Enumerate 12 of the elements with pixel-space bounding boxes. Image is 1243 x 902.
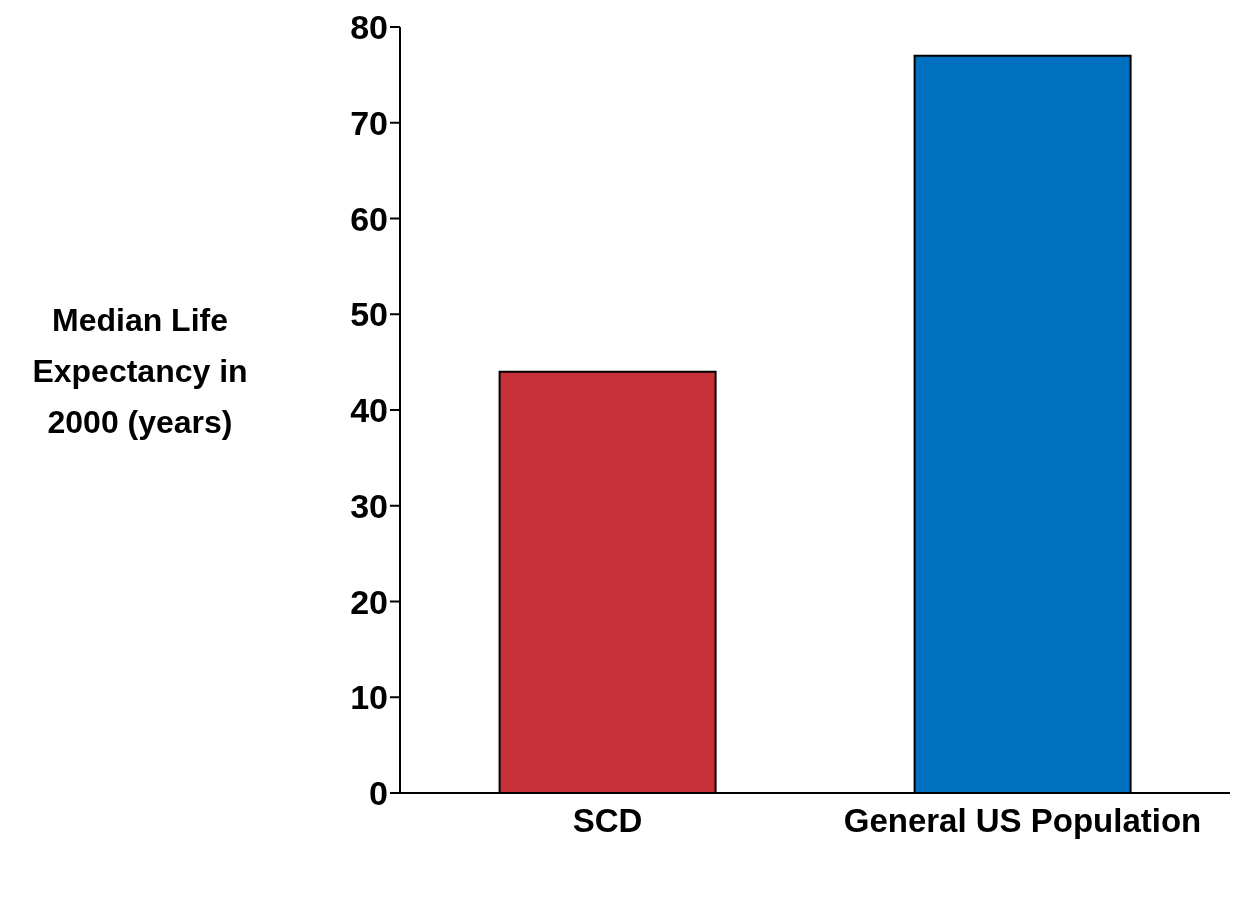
y-tick-label: 40	[350, 391, 388, 430]
y-tick-label: 50	[350, 295, 388, 334]
y-tick-label: 20	[350, 582, 388, 621]
y-tick-label: 60	[350, 199, 388, 238]
x-tick-label: General US Population	[843, 802, 1202, 840]
y-tick-label: 30	[350, 486, 388, 525]
y-tick-label: 0	[369, 774, 388, 813]
y-tick-label: 70	[350, 103, 388, 142]
y-axis-title: Median Life Expectancy in 2000 (years)	[31, 301, 249, 442]
x-tick-label: SCD	[572, 802, 643, 840]
y-tick-label: 80	[350, 8, 388, 47]
y-tick-label: 10	[350, 678, 388, 717]
